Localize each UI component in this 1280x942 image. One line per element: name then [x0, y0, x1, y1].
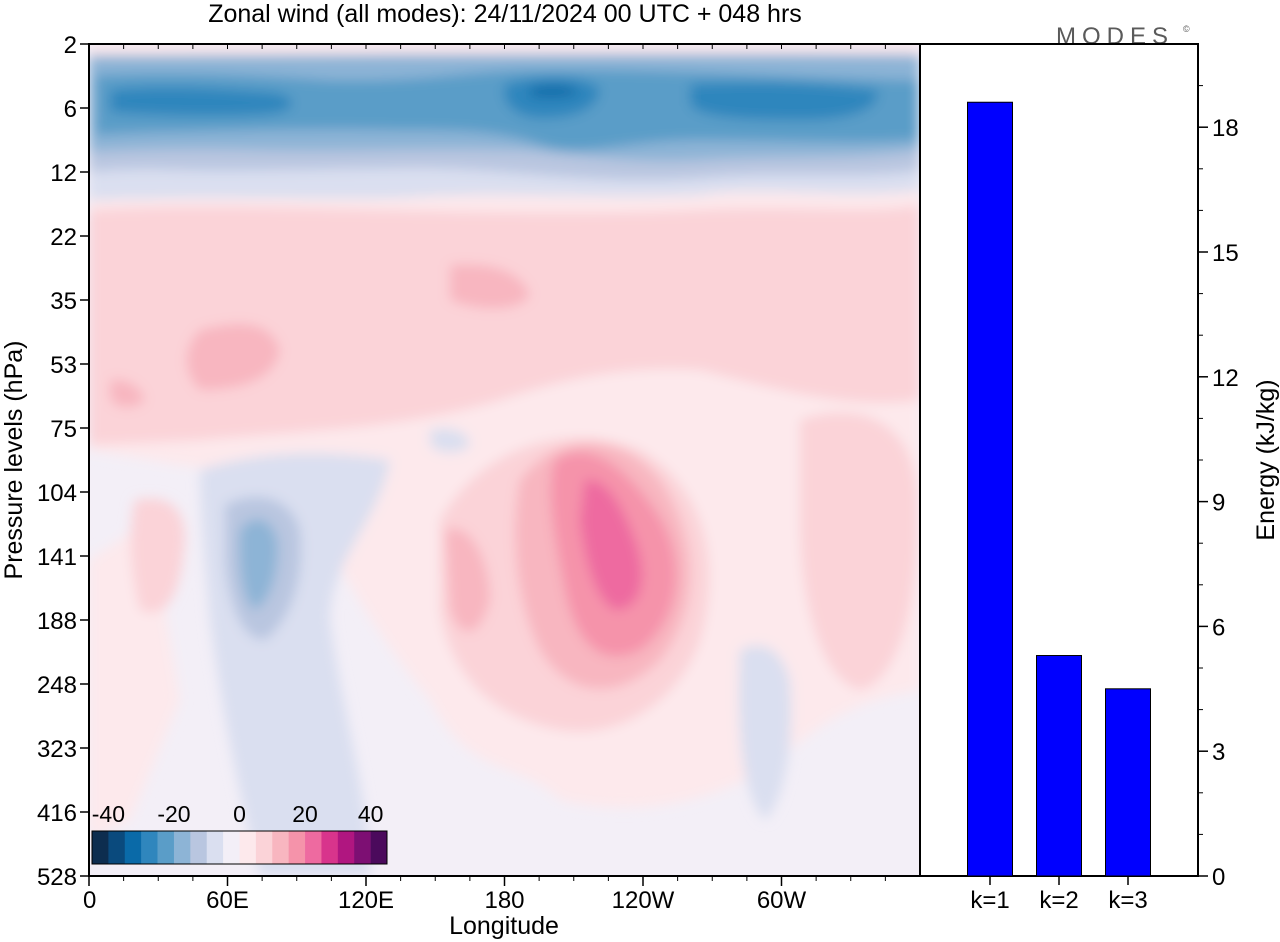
wavenumber-label: k=3: [1108, 887, 1147, 914]
contour-westerly-stronger-3: [110, 379, 145, 408]
energy-tick-label: 15: [1212, 240, 1239, 267]
pressure-tick-label: 22: [50, 224, 77, 251]
wavenumber-label: k=2: [1039, 887, 1078, 914]
contour-westerly-blob-far-west: [130, 498, 185, 613]
energy-bar: [967, 101, 1013, 877]
contour-westerly-stronger: [186, 324, 280, 390]
energy-axis-label: Energy (kJ/kg): [1252, 379, 1280, 540]
colorbar-label: 0: [233, 801, 246, 827]
colorbar-cell: [255, 831, 273, 864]
contour-westerly-stronger-2: [450, 264, 530, 309]
longitude-tick-label: 180: [484, 887, 524, 914]
longitude-tick-label: 0: [83, 887, 96, 914]
colorbar-cell: [305, 831, 322, 864]
contour-easterly-mid: [430, 428, 470, 453]
colorbar-label: 40: [358, 801, 384, 827]
energy-tick-label: 6: [1212, 614, 1225, 641]
colorbar-cell: [141, 831, 158, 864]
colorbar-cell: [108, 831, 126, 864]
longitude-tick-label: 120E: [338, 887, 394, 914]
contour-jet-core: [580, 479, 643, 610]
colorbar-cell: [354, 831, 371, 864]
contour-field: [89, 44, 920, 876]
energy-bar-panel: 0 3 6 9 12 15 18 k=1 k=2 k=3 Energy (kJ/kg): [919, 43, 1280, 914]
contour-upper-max: [530, 85, 580, 98]
colorbar: -40 -20 0 20 40: [91, 801, 388, 865]
colorbar-cell: [173, 831, 191, 864]
pressure-tick-label: 323: [37, 736, 77, 763]
longitude-axis-label: Longitude: [449, 912, 559, 940]
colorbar-cell: [190, 831, 208, 864]
pressure-tick-label: 528: [37, 864, 77, 891]
colorbar-cell: [337, 831, 355, 864]
colorbar-cell: [239, 831, 257, 864]
wavenumber-label: k=1: [970, 887, 1009, 914]
pressure-tick-label: 35: [50, 288, 77, 315]
pressure-tick-label: 416: [37, 800, 77, 827]
longitude-tick-label: 60E: [206, 887, 249, 914]
contour-upper-core-east: [690, 82, 879, 120]
pressure-tick-label: 75: [50, 416, 77, 443]
contour-easterly-l2: [239, 519, 278, 610]
colorbar-label: -40: [92, 801, 125, 827]
energy-tick-label: 12: [1212, 365, 1239, 392]
longitude-tick-label: 60W: [757, 887, 807, 914]
colorbar-cell: [370, 831, 388, 864]
contour-upper-core-west: [110, 86, 293, 117]
energy-axis: 0 3 6 9 12 15 18: [1198, 85, 1239, 891]
pressure-axis-label: Pressure levels (hPa): [0, 341, 28, 580]
colorbar-cell: [157, 831, 175, 864]
pressure-tick-label: 248: [37, 672, 77, 699]
contour-panel: [88, 43, 921, 877]
pressure-tick-label: 141: [37, 544, 77, 571]
colorbar-label: 20: [292, 801, 318, 827]
colorbar-cells: [92, 831, 388, 864]
energy-tick-label: 9: [1212, 490, 1225, 517]
contour-upper-core-central: [503, 76, 600, 119]
pressure-tick-label: 188: [37, 608, 77, 635]
colorbar-labels: -40 -20 0 20 40: [92, 801, 384, 827]
colorbar-cell: [206, 831, 224, 864]
pressure-tick-label: 53: [50, 352, 77, 379]
energy-bar: [1105, 688, 1151, 877]
colorbar-cell: [92, 831, 109, 864]
colorbar-cell: [223, 831, 240, 864]
energy-tick-label: 3: [1212, 739, 1225, 766]
energy-bar: [1036, 655, 1082, 877]
colorbar-cell: [321, 831, 339, 864]
longitude-tick-label: 120W: [612, 887, 675, 914]
pressure-tick-label: 2: [64, 32, 77, 59]
pressure-tick-label: 104: [37, 480, 77, 507]
contour-westerly-blob-east-outer: [800, 412, 919, 690]
colorbar-cell: [124, 831, 142, 864]
pressure-axis: 2 6 12 22 35 53 75 104 141 188 248 323 416 528: [37, 32, 89, 891]
logo-mark: ©: [1183, 24, 1196, 34]
contour-westerly-band: [89, 205, 920, 445]
pressure-tick-label: 12: [50, 160, 77, 187]
energy-tick-label: 0: [1212, 864, 1225, 891]
colorbar-frame: [91, 830, 388, 865]
wavenumber-axis: k=1 k=2 k=3: [970, 876, 1148, 914]
energy-tick-label: 18: [1212, 115, 1239, 142]
contour-easterly-far-east: [738, 645, 792, 820]
chart-title: Zonal wind (all modes): 24/11/2024 00 UT…: [208, 0, 802, 28]
colorbar-label: -20: [157, 801, 190, 827]
colorbar-cell: [272, 831, 289, 864]
contour-westerly-blob-west: [445, 528, 490, 632]
colorbar-cell: [288, 831, 306, 864]
energy-bars: [967, 101, 1151, 877]
pressure-tick-label: 6: [64, 96, 77, 123]
